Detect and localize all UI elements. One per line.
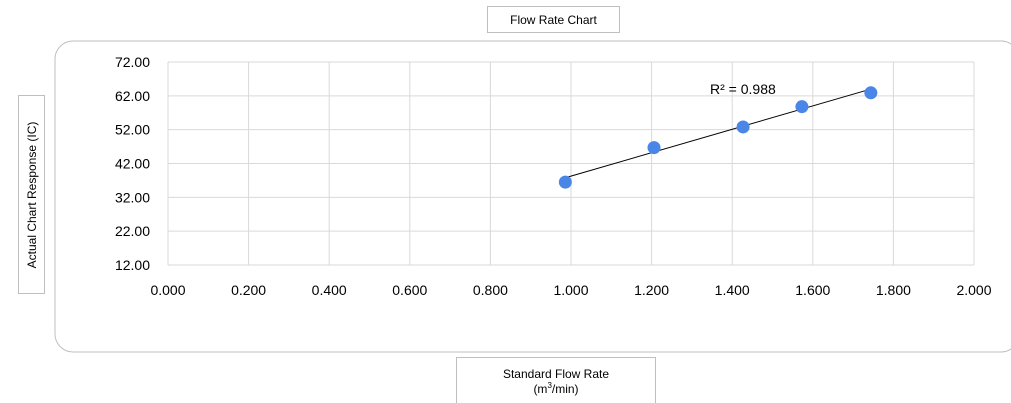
x-axis-label-box: Standard Flow Rate (m3/min) bbox=[456, 357, 656, 403]
r-squared-label: R² = 0.988 bbox=[710, 81, 776, 97]
x-tick-label: 1.600 bbox=[795, 282, 830, 298]
y-tick-label: 12.00 bbox=[115, 257, 150, 273]
x-tick-label: 0.600 bbox=[392, 282, 427, 298]
x-tick-label: 2.000 bbox=[956, 282, 991, 298]
y-tick-label: 22.00 bbox=[115, 223, 150, 239]
tick-labels: 0.000 0.200 0.400 0.600 0.800 1.000 1.200 1.400… bbox=[115, 54, 992, 298]
x-tick-label: 1.000 bbox=[553, 282, 588, 298]
data-marks bbox=[558, 86, 878, 189]
grid bbox=[167, 61, 975, 266]
y-tick-label: 72.00 bbox=[115, 54, 150, 70]
data-point bbox=[558, 175, 572, 189]
x-axis-unit: (m3/min) bbox=[533, 381, 579, 397]
data-point bbox=[864, 86, 878, 100]
y-tick-label: 52.00 bbox=[115, 122, 150, 138]
x-tick-label: 1.200 bbox=[634, 282, 669, 298]
x-axis-label: Standard Flow Rate bbox=[502, 367, 610, 381]
y-tick-label: 42.00 bbox=[115, 156, 150, 172]
x-tick-label: 0.400 bbox=[312, 282, 347, 298]
x-tick-label: 0.000 bbox=[150, 282, 185, 298]
x-tick-label: 1.800 bbox=[876, 282, 911, 298]
plot-frame bbox=[54, 40, 1011, 353]
x-tick-label: 1.400 bbox=[715, 282, 750, 298]
x-tick-label: 0.800 bbox=[473, 282, 508, 298]
y-tick-label: 62.00 bbox=[115, 88, 150, 104]
data-point bbox=[647, 141, 661, 155]
y-tick-label: 32.00 bbox=[115, 189, 150, 205]
chart-title: Flow Rate Chart bbox=[510, 12, 597, 27]
y-axis-label-box: Actual Chart Response (IC) bbox=[18, 95, 45, 294]
x-tick-label: 0.200 bbox=[231, 282, 266, 298]
data-point bbox=[795, 100, 809, 114]
trendline bbox=[565, 88, 871, 179]
chart-title-box: Flow Rate Chart bbox=[487, 6, 620, 33]
data-point bbox=[736, 120, 750, 134]
